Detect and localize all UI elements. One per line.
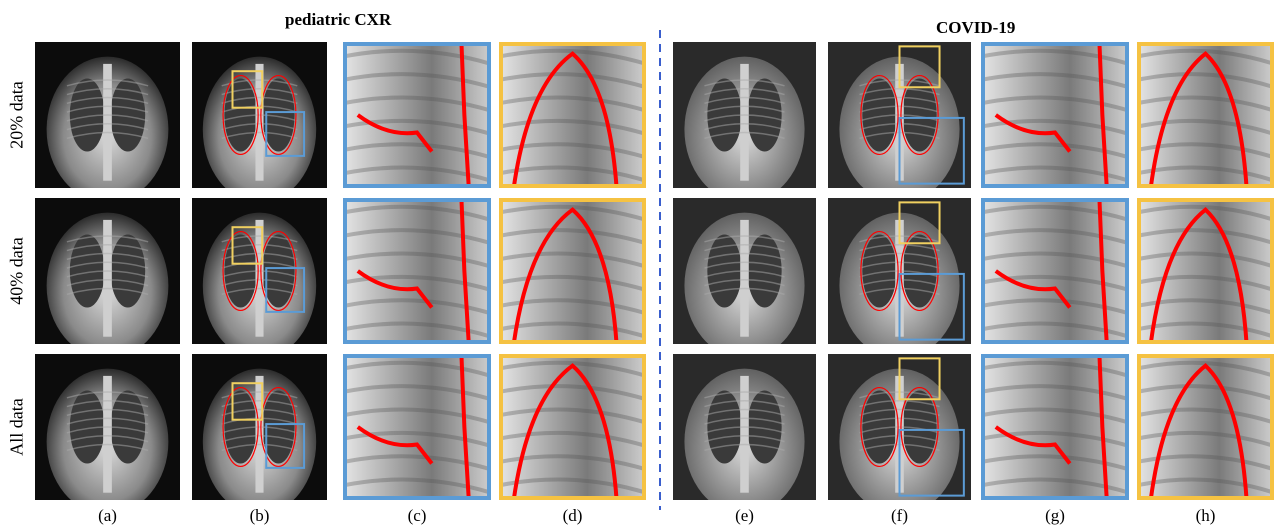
row-label: 40% data (7, 237, 28, 304)
image-panel (673, 42, 816, 188)
image-panel (35, 42, 180, 188)
column-label: (d) (563, 506, 583, 526)
group-title: COVID-19 (936, 18, 1015, 38)
image-panel (499, 42, 646, 188)
column-label: (c) (408, 506, 427, 526)
column-label: (f) (891, 506, 908, 526)
column-label: (h) (1196, 506, 1216, 526)
row-label: 20% data (7, 81, 28, 148)
image-panel (343, 42, 491, 188)
image-panel (828, 42, 971, 188)
column-label: (b) (250, 506, 270, 526)
image-panel (1137, 354, 1274, 500)
image-panel (981, 42, 1129, 188)
image-panel (192, 354, 327, 500)
image-panel (1137, 198, 1274, 344)
group-title: pediatric CXR (285, 10, 391, 30)
image-panel (499, 198, 646, 344)
image-panel (35, 198, 180, 344)
image-panel (192, 42, 327, 188)
divider (656, 30, 664, 510)
image-panel (343, 354, 491, 500)
image-panel (981, 198, 1129, 344)
image-panel (35, 354, 180, 500)
image-panel (343, 198, 491, 344)
column-label: (e) (735, 506, 754, 526)
image-panel (499, 354, 646, 500)
figure: pediatric CXR COVID-19 (a) (b) (c) (d) (e) (f… (0, 0, 1274, 532)
image-panel (981, 354, 1129, 500)
image-panel (673, 354, 816, 500)
row-label: All data (7, 398, 28, 455)
image-panel (673, 198, 816, 344)
image-panel (828, 198, 971, 344)
column-label: (g) (1045, 506, 1065, 526)
column-label: (a) (98, 506, 117, 526)
image-panel (1137, 42, 1274, 188)
image-panel (192, 198, 327, 344)
image-panel (828, 354, 971, 500)
